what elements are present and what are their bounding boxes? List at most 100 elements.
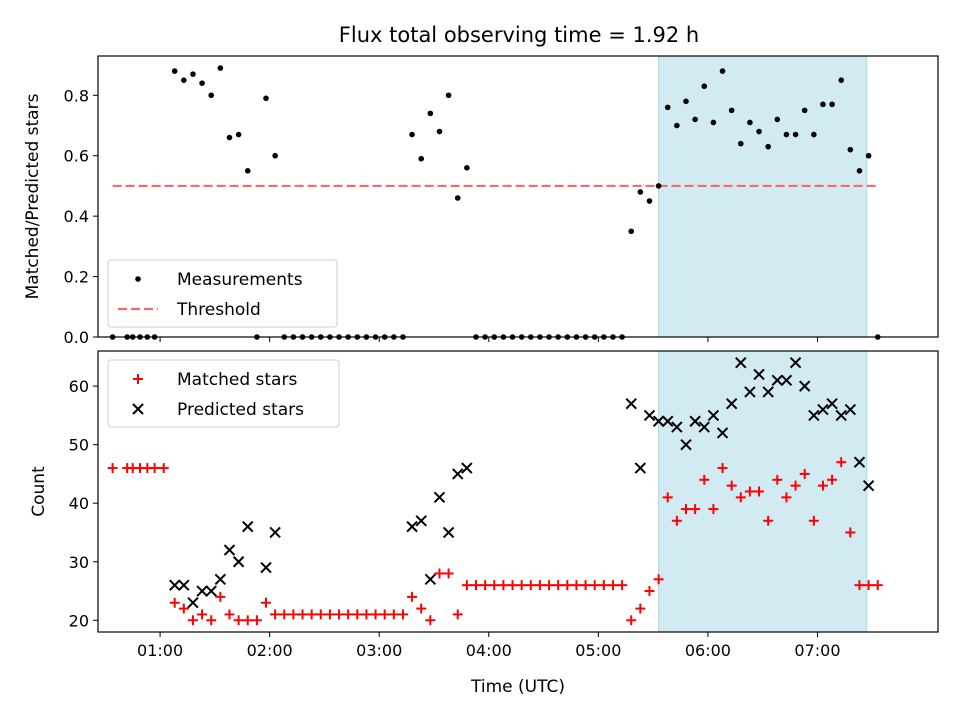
matched-point: [361, 609, 372, 620]
matched-point: [242, 615, 253, 626]
y-axis-label: Matched/Predicted stars: [23, 93, 43, 299]
measurement-point: [674, 122, 680, 129]
matched-point: [671, 515, 682, 526]
predicted-point: [223, 544, 236, 556]
measurement-point: [199, 80, 205, 86]
predicted-point: [680, 438, 692, 451]
matched-point: [315, 609, 326, 620]
predicted-point: [798, 380, 811, 392]
x-tick-label: 02:00: [247, 641, 293, 660]
matched-point: [754, 486, 765, 497]
matched-point: [790, 480, 801, 491]
matched-point: [233, 615, 244, 626]
matched-point: [690, 504, 701, 515]
matched-point: [708, 504, 719, 515]
predicted-point: [168, 579, 181, 591]
predicted-point: [808, 409, 820, 422]
measurement-point: [728, 107, 735, 114]
matched-point: [589, 580, 600, 591]
predicted-point: [853, 456, 866, 468]
matched-point: [653, 574, 664, 585]
matched-point: [598, 580, 609, 591]
predicted-point: [689, 415, 701, 427]
legend-box: [107, 359, 340, 428]
panel-counts: 20 30 40 50 60 01:00 02:00 03:00 04:00 05:00 06:00…: [29, 350, 939, 697]
matched-point: [352, 609, 363, 620]
matched-point: [149, 463, 160, 474]
matched-point: [607, 580, 618, 591]
measurement-point: [811, 131, 817, 138]
predicted-point: [707, 409, 720, 422]
legend-label: Predicted stars: [177, 400, 304, 420]
x-tick-label: 05:00: [575, 641, 621, 660]
predicted-point: [406, 520, 418, 533]
plot-frame: [97, 350, 939, 633]
measurement-point: [847, 146, 854, 153]
measurement-point: [692, 116, 698, 123]
chart-title: Flux total observing time = 1.92 h: [339, 23, 699, 47]
matched-point: [772, 474, 783, 485]
measurement-point: [774, 116, 781, 123]
y-tick-label: 60: [69, 377, 89, 396]
legend-label: Matched stars: [177, 370, 297, 390]
matched-point: [461, 580, 472, 591]
measurement-point: [226, 134, 233, 141]
measurement-point: [263, 95, 269, 102]
measurement-point: [418, 155, 425, 162]
matched-point: [781, 492, 792, 503]
y-tick-label: 0.4: [64, 207, 89, 226]
matched-point: [726, 480, 737, 491]
matched-point: [215, 591, 226, 602]
measurement-point: [436, 128, 443, 135]
predicted-point: [269, 526, 281, 539]
measurement-point: [181, 77, 187, 83]
matched-point: [306, 609, 317, 620]
measurement-point: [208, 92, 215, 99]
measurement-point: [710, 119, 717, 126]
measurement-point: [747, 119, 753, 126]
matched-point: [324, 609, 335, 620]
matched-point: [279, 609, 290, 620]
matched-point: [827, 474, 838, 485]
matched-point: [498, 580, 509, 591]
measurement-point: [244, 168, 251, 174]
measurement-point: [756, 128, 762, 135]
measurement-point: [719, 68, 726, 74]
predicted-point: [452, 468, 464, 480]
measurement-point: [765, 143, 771, 150]
predicted-point: [178, 579, 190, 591]
predicted-point: [662, 415, 674, 427]
y-tick-label: 0.6: [64, 147, 89, 166]
predicted-point: [762, 386, 774, 398]
matched-point: [206, 615, 217, 626]
matched-point: [370, 609, 381, 620]
predicted-point: [652, 415, 665, 427]
matched-point: [763, 515, 774, 526]
matched-point: [270, 609, 281, 620]
matched-point: [443, 568, 454, 579]
matched-point: [516, 580, 527, 591]
matched-point: [626, 615, 637, 626]
measurement-point: [272, 152, 278, 159]
measurement-point: [646, 198, 653, 204]
measurement-point: [664, 104, 671, 111]
legend: Matched stars Predicted stars: [107, 359, 340, 428]
measurement-point: [464, 164, 470, 171]
measurement-point: [190, 71, 196, 77]
measurement-point: [171, 68, 178, 74]
y-tick-label: 0.0: [64, 328, 89, 347]
predicted-point: [433, 491, 446, 504]
predicted-point: [835, 409, 847, 422]
matched-point: [197, 609, 208, 620]
legend-marker: [132, 403, 144, 415]
matched-point: [388, 609, 399, 620]
predicted-point: [643, 409, 656, 422]
measurement-point: [856, 168, 863, 174]
predicted-point: [826, 397, 838, 410]
matched-point: [379, 609, 390, 620]
predicted-point: [634, 462, 647, 474]
matched-point: [107, 463, 118, 474]
matched-point: [525, 580, 536, 591]
predicted-point: [735, 357, 747, 369]
measurement-point: [683, 98, 689, 105]
